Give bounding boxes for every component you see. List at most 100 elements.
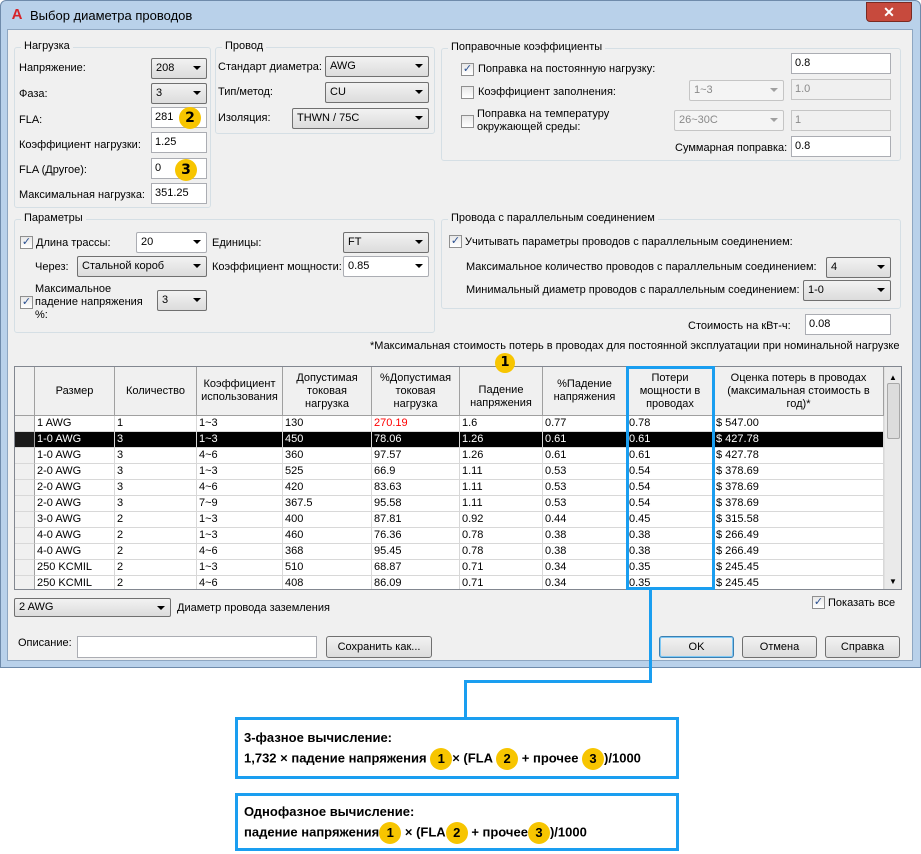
table-row[interactable]: 1-0 AWG 3 1~3 450 78.06 1.26 0.61 0.61 $ 427.78 — [15, 432, 885, 448]
column-header[interactable]: Коэффициент использования — [197, 367, 283, 416]
fill-range-dropdown[interactable]: 1~3 — [689, 80, 784, 101]
fill-checkbox[interactable] — [461, 86, 474, 99]
table-row[interactable]: 2-0 AWG 3 7~9 367.5 95.58 1.11 0.53 0.54 $ 378.6… — [15, 496, 885, 512]
cost-footnote: *Максимальная стоимость потерь в провода… — [370, 340, 900, 352]
table-row[interactable]: 250 KCMIL 2 1~3 510 68.87 0.71 0.34 0.35 $ 245.4… — [15, 560, 885, 576]
voltage-dropdown[interactable]: 208 — [151, 58, 207, 79]
save-as-button[interactable]: Сохранить как... — [326, 636, 432, 658]
close-button[interactable]: ✕ — [866, 2, 912, 22]
scroll-down-icon[interactable]: ▼ — [889, 577, 897, 586]
badge-3: 3 — [175, 159, 197, 181]
column-header[interactable]: Размер — [35, 367, 115, 416]
column-header[interactable]: Количество — [115, 367, 197, 416]
scroll-up-icon[interactable]: ▲ — [889, 373, 897, 382]
table-row[interactable]: 4-0 AWG 2 1~3 460 76.36 0.78 0.38 0.38 $ 266.49 — [15, 528, 885, 544]
units-dropdown[interactable]: FT — [343, 232, 429, 253]
parallel-checkbox[interactable]: ✓ — [449, 235, 462, 248]
max-drop-label-line2: падение напряжения — [35, 296, 143, 308]
three-phase-formula: 3-фазное вычисление: 1,732 × падение нап… — [235, 717, 679, 779]
table-cell: 0.38 — [543, 544, 627, 560]
run-length-combo[interactable]: 20 — [136, 232, 207, 253]
temperature-label: Поправка на температуру окружающей среды: — [477, 108, 609, 134]
show-all-checkbox[interactable]: ✓ — [812, 596, 825, 609]
row-header[interactable] — [15, 432, 35, 448]
table-cell: 4~6 — [197, 576, 283, 589]
table-row[interactable]: 1 AWG 1 1~3 130 270.19 1.6 0.77 0.78 $ 547.00 — [15, 416, 885, 432]
row-header-corner — [15, 367, 35, 416]
column-header[interactable]: Падение напряжения — [460, 367, 543, 416]
badge-2: 2 — [445, 822, 468, 844]
row-header[interactable] — [15, 464, 35, 480]
column-header[interactable]: %Допустимая токовая нагрузка — [372, 367, 460, 416]
temperature-checkbox[interactable] — [461, 115, 474, 128]
max-drop-checkbox[interactable]: ✓ — [20, 296, 33, 309]
cost-input[interactable]: 0.08 — [805, 314, 891, 335]
table-cell: 0.53 — [543, 464, 627, 480]
column-header[interactable]: Потери мощности в проводах — [627, 367, 714, 416]
row-header[interactable] — [15, 480, 35, 496]
run-length-checkbox[interactable]: ✓ — [20, 236, 33, 249]
table-row[interactable]: 250 KCMIL 2 4~6 408 86.09 0.71 0.34 0.35 $ 245.4… — [15, 576, 885, 589]
table-cell: 0.78 — [460, 544, 543, 560]
chevron-down-icon — [193, 240, 201, 244]
formula-text: + прочее — [471, 824, 528, 840]
table-cell: 0.38 — [543, 528, 627, 544]
cancel-button[interactable]: Отмена — [742, 636, 817, 658]
insulation-dropdown[interactable]: THWN / 75C — [292, 108, 429, 129]
min-size-dropdown[interactable]: 1-0 — [803, 280, 891, 301]
table-cell: 1.26 — [460, 448, 543, 464]
row-header[interactable] — [15, 528, 35, 544]
row-header[interactable] — [15, 448, 35, 464]
phase-dropdown[interactable]: 3 — [151, 83, 207, 104]
table-cell: 83.63 — [372, 480, 460, 496]
max-drop-dropdown[interactable]: 3 — [157, 290, 207, 311]
load-factor-input[interactable]: 1.25 — [151, 132, 207, 153]
formula-text: + прочее — [521, 750, 579, 766]
load-group-title: Нагрузка — [21, 40, 73, 52]
standard-dropdown[interactable]: AWG — [325, 56, 429, 77]
description-input[interactable] — [77, 636, 317, 658]
column-header[interactable]: Допустимая токовая нагрузка — [283, 367, 372, 416]
badge-1: 1 — [379, 822, 402, 844]
row-header[interactable] — [15, 560, 35, 576]
table-cell: 250 KCMIL — [35, 576, 115, 589]
total-label: Суммарная поправка: — [675, 142, 788, 154]
via-dropdown[interactable]: Стальной короб — [77, 256, 207, 277]
correction-group: Поправочные коэффициенты — [441, 41, 901, 161]
ok-button[interactable]: OK — [659, 636, 734, 658]
table-row[interactable]: 2-0 AWG 3 1~3 525 66.9 1.11 0.53 0.54 $ 378.69 — [15, 464, 885, 480]
continuous-checkbox[interactable]: ✓ — [461, 63, 474, 76]
table-row[interactable]: 2-0 AWG 3 4~6 420 83.63 1.11 0.53 0.54 $ 378.69 — [15, 480, 885, 496]
row-header[interactable] — [15, 416, 35, 432]
row-header[interactable] — [15, 576, 35, 589]
parallel-group-title: Провода с параллельным соединением — [448, 212, 658, 224]
table-row[interactable]: 4-0 AWG 2 4~6 368 95.45 0.78 0.38 0.38 $ 266.49 — [15, 544, 885, 560]
max-count-dropdown[interactable]: 4 — [826, 257, 891, 278]
table-row[interactable]: 3-0 AWG 2 1~3 400 87.81 0.92 0.44 0.45 $ 315.58 — [15, 512, 885, 528]
table-cell: 78.06 — [372, 432, 460, 448]
units-value: FT — [348, 236, 362, 248]
help-button[interactable]: Справка — [825, 636, 900, 658]
load-group: Нагрузка — [14, 40, 211, 208]
table-cell: 3-0 AWG — [35, 512, 115, 528]
ground-dropdown[interactable]: 2 AWG — [14, 598, 171, 617]
scroll-thumb[interactable] — [887, 383, 900, 439]
table-cell: 4~6 — [197, 448, 283, 464]
vertical-scrollbar[interactable]: ▲ ▼ — [884, 367, 901, 589]
column-header[interactable]: %Падение напряжения — [543, 367, 627, 416]
three-phase-expression: 1,732 × падение напряжения 1 × (FLA 2 + п… — [244, 748, 670, 770]
row-header[interactable] — [15, 512, 35, 528]
type-dropdown[interactable]: CU — [325, 82, 429, 103]
table-cell: 0.92 — [460, 512, 543, 528]
table-cell: 0.53 — [543, 480, 627, 496]
power-factor-combo[interactable]: 0.85 — [343, 256, 429, 277]
row-header[interactable] — [15, 544, 35, 560]
table-cell: 2-0 AWG — [35, 480, 115, 496]
type-value: CU — [330, 86, 346, 98]
row-header[interactable] — [15, 496, 35, 512]
column-header[interactable]: Оценка потерь в проводах (максимальная с… — [714, 367, 884, 416]
table-row[interactable]: 1-0 AWG 3 4~6 360 97.57 1.26 0.61 0.61 $ 427.78 — [15, 448, 885, 464]
continuous-input[interactable]: 0.8 — [791, 53, 891, 74]
temperature-range-dropdown[interactable]: 26~30C — [674, 110, 784, 131]
table-cell: 460 — [283, 528, 372, 544]
